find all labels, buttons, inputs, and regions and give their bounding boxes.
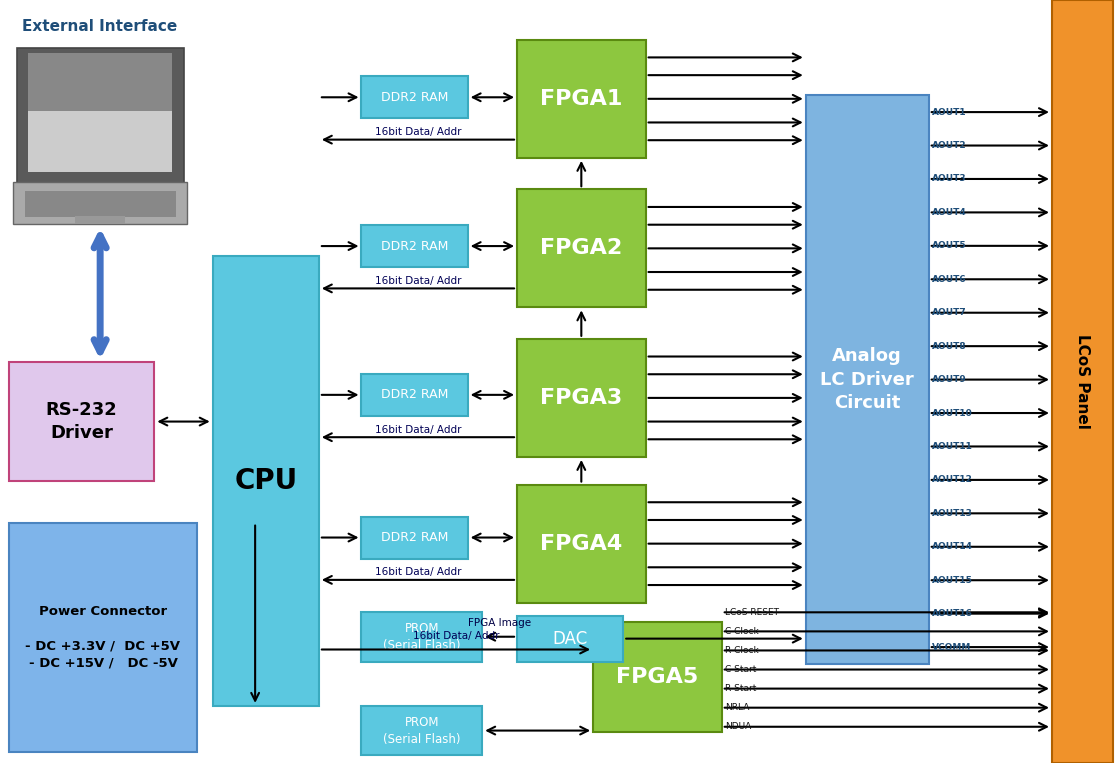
FancyBboxPatch shape — [1052, 0, 1113, 763]
Text: Analog
LC Driver
Circuit: Analog LC Driver Circuit — [820, 347, 914, 412]
FancyBboxPatch shape — [13, 182, 187, 224]
Text: DDR2 RAM: DDR2 RAM — [380, 240, 449, 253]
Text: R Clock: R Clock — [725, 646, 759, 655]
FancyBboxPatch shape — [361, 612, 482, 662]
Text: AOUT12: AOUT12 — [932, 475, 974, 485]
Text: DDR2 RAM: DDR2 RAM — [380, 531, 449, 544]
Text: 16bit Data/ Addr: 16bit Data/ Addr — [375, 424, 461, 435]
Text: AOUT4: AOUT4 — [932, 208, 967, 217]
Text: DDR2 RAM: DDR2 RAM — [380, 388, 449, 401]
Text: CPU: CPU — [234, 467, 298, 494]
Text: AOUT1: AOUT1 — [932, 108, 967, 117]
Text: DAC: DAC — [553, 629, 587, 648]
FancyBboxPatch shape — [517, 616, 623, 662]
Text: FPGA Image: FPGA Image — [468, 617, 532, 627]
Text: RS-232
Driver: RS-232 Driver — [46, 401, 117, 443]
Text: FPGA4: FPGA4 — [540, 533, 622, 554]
FancyBboxPatch shape — [517, 40, 646, 158]
Text: AOUT10: AOUT10 — [932, 408, 972, 417]
Text: C Start: C Start — [725, 665, 756, 674]
FancyBboxPatch shape — [17, 48, 184, 185]
FancyBboxPatch shape — [361, 374, 468, 416]
Text: FPGA3: FPGA3 — [540, 388, 622, 408]
FancyBboxPatch shape — [213, 256, 319, 706]
FancyBboxPatch shape — [361, 706, 482, 755]
Text: AOUT2: AOUT2 — [932, 141, 967, 150]
Text: AOUT5: AOUT5 — [932, 241, 967, 250]
Text: AOUT13: AOUT13 — [932, 509, 974, 518]
Text: VCOMM: VCOMM — [932, 642, 971, 652]
FancyBboxPatch shape — [361, 225, 468, 267]
Text: AOUT14: AOUT14 — [932, 542, 974, 552]
Text: AOUT6: AOUT6 — [932, 275, 967, 284]
Text: C Clock: C Clock — [725, 627, 759, 636]
FancyBboxPatch shape — [28, 53, 172, 111]
FancyBboxPatch shape — [9, 362, 154, 481]
Text: PROM
(Serial Flash): PROM (Serial Flash) — [383, 716, 461, 745]
Text: 16bit Data/ Addr: 16bit Data/ Addr — [375, 127, 461, 137]
Text: AOUT11: AOUT11 — [932, 442, 974, 451]
FancyBboxPatch shape — [75, 216, 125, 224]
FancyBboxPatch shape — [806, 95, 929, 664]
Text: FPGA2: FPGA2 — [540, 238, 622, 259]
Text: 16bit Data/ Addr: 16bit Data/ Addr — [375, 275, 461, 286]
Text: FPGA5: FPGA5 — [617, 667, 698, 687]
Text: DDR2 RAM: DDR2 RAM — [380, 91, 449, 104]
Text: AOUT3: AOUT3 — [932, 175, 967, 183]
Text: R Start: R Start — [725, 684, 756, 693]
Text: FPGA1: FPGA1 — [540, 89, 622, 109]
Text: AOUT15: AOUT15 — [932, 576, 974, 584]
Text: NDUA: NDUA — [725, 723, 751, 731]
Text: Power Connector

- DC +3.3V /  DC +5V
- DC +15V /   DC -5V: Power Connector - DC +3.3V / DC +5V - DC… — [26, 605, 180, 669]
FancyBboxPatch shape — [9, 523, 197, 752]
Text: AOUT8: AOUT8 — [932, 342, 967, 351]
FancyBboxPatch shape — [28, 57, 172, 172]
Text: 16bit Data/ Addr: 16bit Data/ Addr — [375, 567, 461, 578]
Text: LCoS Panel: LCoS Panel — [1075, 334, 1090, 429]
Text: AOUT7: AOUT7 — [932, 308, 967, 317]
Text: AOUT9: AOUT9 — [932, 375, 967, 384]
FancyBboxPatch shape — [593, 622, 722, 732]
Text: NRLA: NRLA — [725, 703, 750, 712]
Text: External Interface: External Interface — [22, 19, 178, 34]
Text: PROM
(Serial Flash): PROM (Serial Flash) — [383, 622, 461, 652]
FancyBboxPatch shape — [517, 339, 646, 457]
FancyBboxPatch shape — [361, 76, 468, 118]
Text: 16bit Data/ Addr: 16bit Data/ Addr — [413, 631, 499, 641]
FancyBboxPatch shape — [517, 485, 646, 603]
FancyBboxPatch shape — [361, 517, 468, 559]
Text: LCoS RESET: LCoS RESET — [725, 608, 779, 617]
FancyBboxPatch shape — [517, 189, 646, 307]
Text: AOUT16: AOUT16 — [932, 609, 974, 618]
FancyBboxPatch shape — [25, 191, 176, 217]
